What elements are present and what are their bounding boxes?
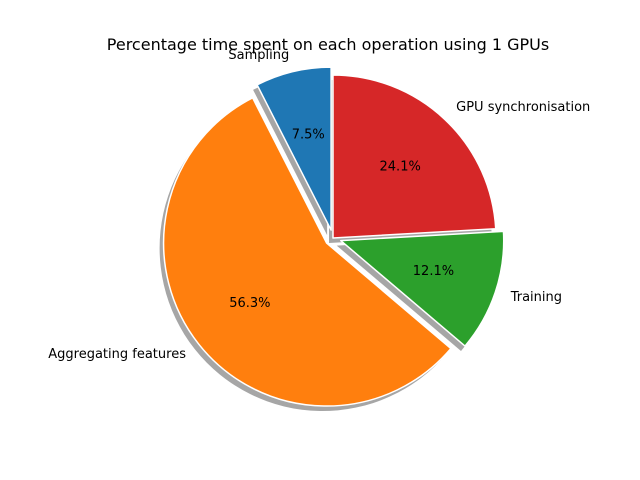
- slice-labels: 7.5% Sampling 56.3% Aggregating features 12.…: [48, 48, 590, 362]
- slice-percent-gpu-synchronisation: 24.1%: [380, 159, 421, 174]
- slices: [162, 66, 505, 407]
- slice-percent-aggregating-features: 56.3%: [229, 296, 270, 311]
- slice-percent-training: 12.1%: [413, 264, 454, 279]
- slice-label-gpu-synchronisation: GPU synchronisation: [456, 100, 590, 115]
- slice-label-sampling: Sampling: [228, 48, 289, 63]
- slice-gpu-synchronisation: [332, 74, 497, 239]
- slice-training: [339, 230, 505, 347]
- slice-aggregating-features: [162, 97, 452, 407]
- slice-label-aggregating-features: Aggregating features: [48, 347, 186, 362]
- chart-title: Percentage time spent on each operation …: [107, 35, 549, 54]
- slice-percent-sampling: 7.5%: [292, 127, 325, 142]
- slice-sampling: [256, 66, 332, 231]
- slice-label-training: Training: [510, 290, 562, 305]
